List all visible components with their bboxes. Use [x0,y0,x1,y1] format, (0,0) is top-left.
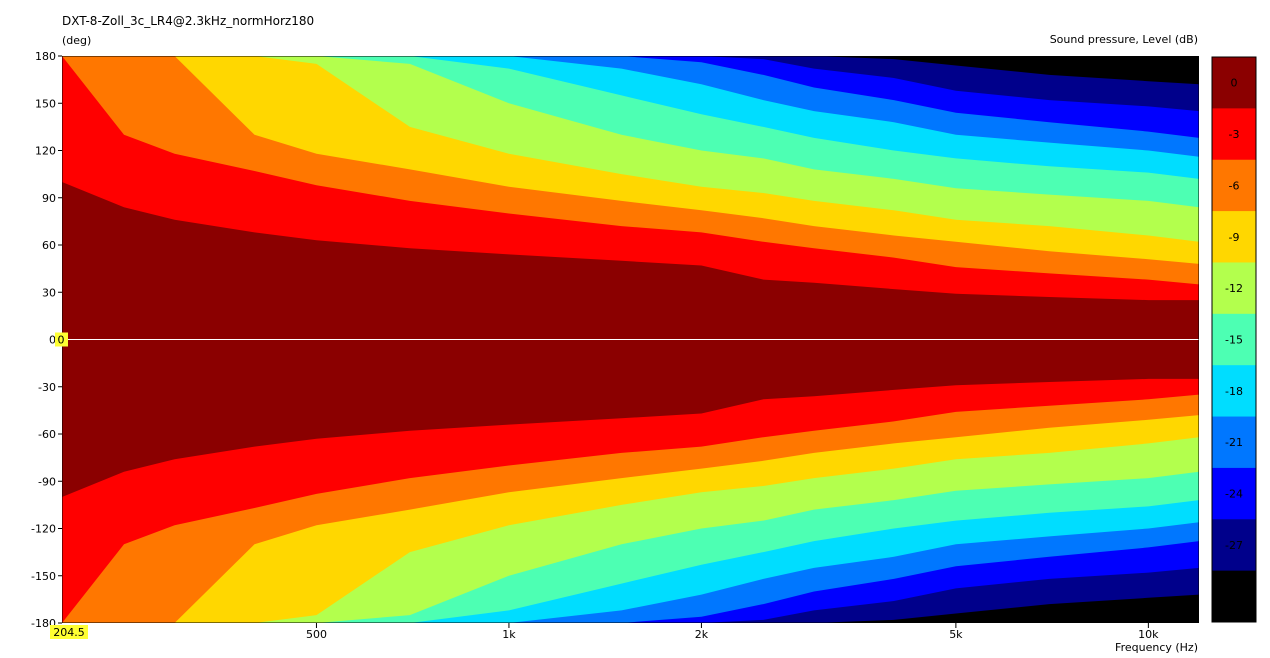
cursor-angle-label: 0 [58,334,65,347]
x-axis-label: Frequency (Hz) [1115,641,1198,654]
colorbar-swatch [1212,313,1256,366]
colorbar-level-label: -6 [1229,179,1240,192]
contour-lower-m30-db [62,594,1199,623]
contour-upper-m27-db [62,56,1199,112]
y-tick-label: 60 [42,239,56,252]
x-tick-label: 10k [1138,628,1159,641]
contour-lower-m27-db [62,567,1199,623]
chart-title: DXT-8-Zoll_3c_LR4@2.3kHz_normHorz180 [62,14,314,28]
colorbar-swatch [1212,467,1256,520]
colorbar-level-label: -15 [1225,334,1243,347]
colorbar: 0 -3 -6 -9 -12 -15 -18 -21 -24 -27 -30 [1211,56,1257,623]
colorbar-level-label: 0 [1231,77,1238,90]
y-tick-label: -150 [31,570,56,583]
colorbar-swatch [1212,365,1256,418]
x-tick-label: 5k [949,628,963,641]
colorbar-level-label: -18 [1225,385,1243,398]
cursor-frequency-label: 204.5 [53,626,85,639]
colorbar-swatch [1212,211,1256,263]
y-tick-label: -60 [38,428,56,441]
x-tick-label: 500 [306,628,327,641]
colorbar-swatch [1212,57,1256,109]
colorbar-level-label: -21 [1225,436,1243,449]
colorbar-level-label: -3 [1229,128,1240,141]
y-tick-label: 150 [35,97,56,110]
colorbar-level-label: -27 [1225,539,1243,552]
colorbar-swatch [1212,159,1256,212]
y-tick-label: -30 [38,381,56,394]
colorbar-label: Sound pressure, Level (dB) [1050,33,1198,46]
y-tick-label: -180 [31,617,56,630]
y-axis-label: (deg) [62,34,91,47]
colorbar-swatch [1212,416,1256,469]
y-tick-label: 0 [49,334,56,347]
colorbar-swatch [1212,570,1256,623]
colorbar-swatch [1212,519,1256,572]
y-tick-label: 120 [35,145,56,158]
cursor-markers: 0 204.5 [50,332,88,639]
y-tick-label: 180 [35,50,56,63]
colorbar-level-label: -24 [1225,488,1243,501]
colorbar-level-label: -9 [1229,231,1240,244]
colorbar-frame [1211,56,1257,623]
x-tick-label: 1k [502,628,516,641]
y-tick-label: 30 [42,286,56,299]
y-tick-label: 90 [42,192,56,205]
contour-upper-m30-db [62,56,1199,85]
colorbar-level-label: -30 [1225,590,1243,603]
colorbar-swatch [1212,262,1256,315]
axes: 180 150 120 90 60 30 0 -30 -60 -90 -120 -150 -180 500… [31,50,1159,641]
y-tick-label: -120 [31,523,56,536]
cursor-frequency-marker [50,625,88,639]
colorbar-level-label: -12 [1225,282,1243,295]
cursor-angle-marker [55,332,68,347]
x-tick-label: 2k [695,628,709,641]
y-tick-label: -90 [38,475,56,488]
plot-area [62,56,1199,623]
colorbar-swatch [1212,108,1256,161]
